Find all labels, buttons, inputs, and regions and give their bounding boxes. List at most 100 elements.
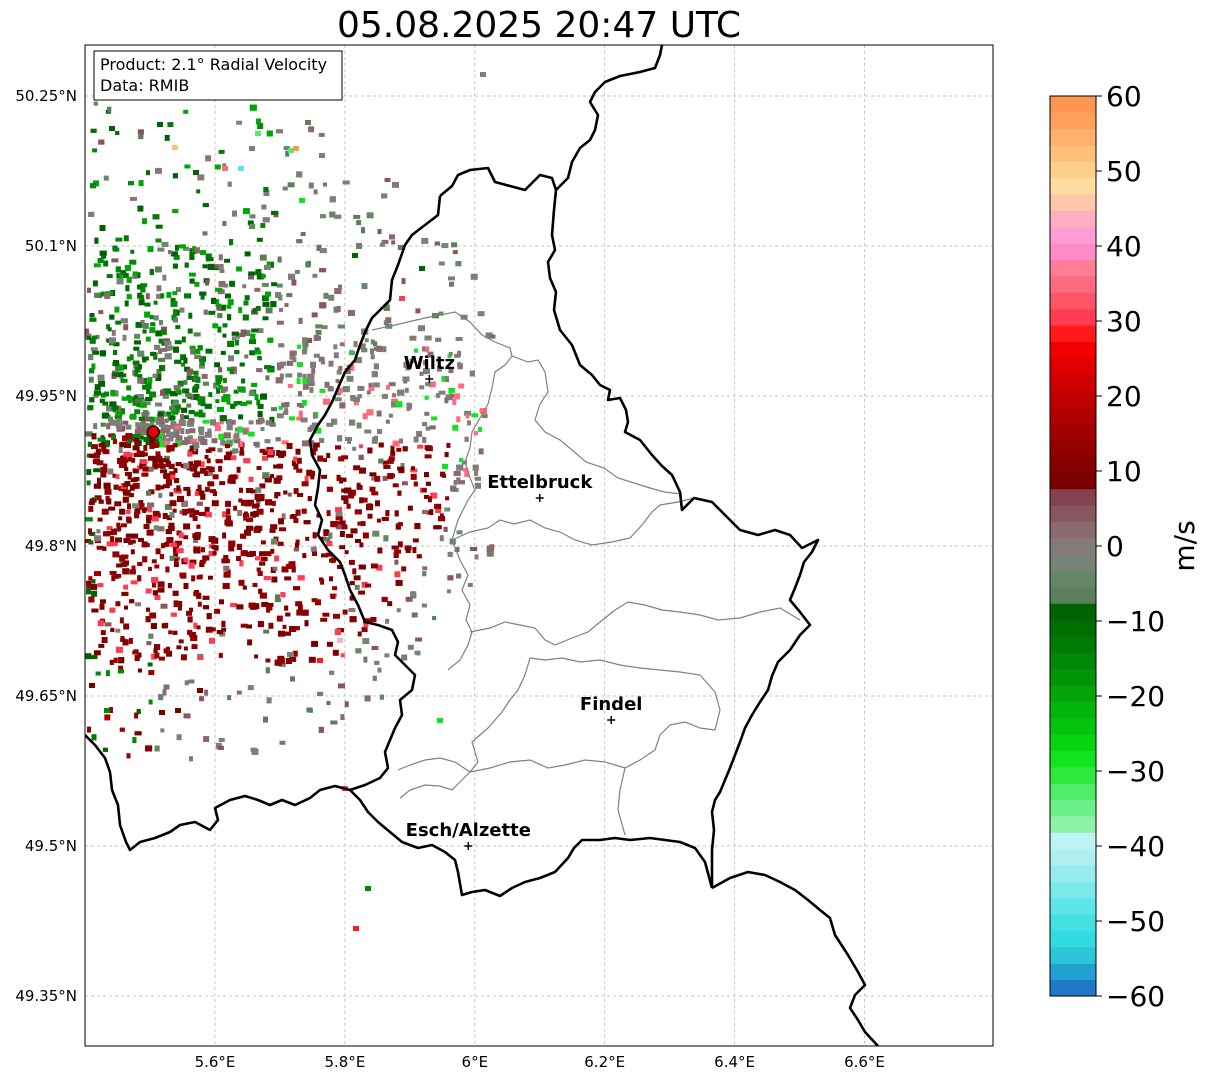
echo-pixel bbox=[109, 314, 115, 320]
echo-pixel bbox=[222, 377, 227, 383]
echo-pixel bbox=[92, 280, 98, 287]
echo-pixel bbox=[178, 639, 184, 644]
echo-pixel bbox=[106, 423, 111, 430]
echo-pixel bbox=[88, 376, 94, 383]
echo-pixel bbox=[93, 393, 99, 398]
echo-pixel bbox=[239, 487, 243, 493]
echo-pixel bbox=[92, 350, 100, 355]
echo-pixel bbox=[269, 528, 276, 533]
echo-pixel bbox=[268, 622, 274, 629]
echo-pixel bbox=[177, 380, 184, 387]
echo-pixel bbox=[254, 287, 261, 292]
echo-pixel bbox=[115, 628, 121, 633]
echo-pixel bbox=[354, 509, 362, 515]
echo-pixel bbox=[261, 295, 269, 302]
echo-pixel bbox=[101, 412, 109, 419]
echo-pixel bbox=[470, 547, 478, 551]
echo-pixel bbox=[434, 503, 442, 509]
echo-pixel bbox=[425, 426, 430, 431]
echo-pixel bbox=[115, 537, 122, 543]
echo-pixel bbox=[438, 311, 444, 316]
radar-site-marker[interactable] bbox=[146, 425, 160, 439]
echo-pixel bbox=[98, 443, 105, 448]
echo-pixel bbox=[235, 334, 240, 339]
echo-pixel bbox=[326, 422, 334, 427]
echo-pixel bbox=[183, 246, 189, 251]
echo-pixel bbox=[194, 355, 202, 359]
echo-pixel bbox=[414, 348, 418, 353]
echo-pixel bbox=[267, 261, 272, 267]
echo-pixel bbox=[93, 101, 98, 106]
lat-tick-label: 49.95°N bbox=[15, 387, 77, 405]
echo-pixel bbox=[356, 422, 362, 429]
echo-pixel bbox=[185, 429, 190, 434]
echo-pixel bbox=[190, 466, 198, 472]
echo-pixel bbox=[121, 373, 127, 378]
echo-pixel bbox=[132, 737, 137, 744]
echo-pixel bbox=[218, 367, 223, 373]
echo-pixel bbox=[122, 435, 127, 442]
echo-pixel bbox=[374, 660, 380, 665]
echo-pixel bbox=[283, 490, 288, 495]
echo-pixel bbox=[392, 181, 399, 188]
echo-pixel bbox=[214, 164, 221, 170]
echo-pixel bbox=[166, 291, 172, 298]
echo-pixel bbox=[262, 217, 270, 223]
echo-pixel bbox=[134, 433, 142, 438]
echo-pixel bbox=[486, 550, 494, 557]
echo-pixel bbox=[259, 254, 267, 261]
echo-pixel bbox=[146, 466, 154, 472]
echo-pixel bbox=[205, 155, 212, 162]
echo-pixel bbox=[229, 478, 236, 484]
echo-pixel bbox=[192, 370, 199, 375]
echo-pixel bbox=[122, 639, 129, 646]
echo-pixel bbox=[304, 475, 309, 482]
echo-pixel bbox=[407, 644, 414, 650]
echo-pixel bbox=[361, 497, 368, 503]
echo-pixel bbox=[175, 325, 181, 330]
echo-pixel bbox=[362, 638, 370, 645]
echo-pixel bbox=[152, 459, 158, 466]
echo-pixel bbox=[256, 399, 261, 406]
echo-pixel bbox=[433, 525, 441, 530]
echo-pixel bbox=[229, 369, 234, 375]
echo-pixel bbox=[183, 462, 190, 469]
echo-pixel bbox=[138, 299, 145, 306]
echo-pixel bbox=[238, 307, 243, 314]
echo-pixel bbox=[104, 714, 111, 721]
echo-pixel bbox=[138, 500, 144, 506]
echo-pixel bbox=[225, 500, 231, 507]
echo-pixel bbox=[145, 745, 153, 752]
echo-pixel bbox=[88, 354, 94, 361]
echo-pixel bbox=[124, 300, 129, 307]
echo-pixel bbox=[101, 254, 107, 259]
echo-pixel bbox=[125, 424, 132, 430]
echo-pixel bbox=[183, 486, 191, 491]
echo-pixel bbox=[167, 122, 174, 128]
echo-pixel bbox=[133, 649, 139, 655]
echo-pixel bbox=[331, 418, 338, 425]
echo-pixel bbox=[407, 505, 413, 511]
echo-pixel bbox=[166, 515, 172, 521]
echo-pixel bbox=[358, 454, 364, 460]
echo-pixel bbox=[149, 315, 154, 320]
echo-pixel bbox=[102, 546, 107, 551]
echo-pixel bbox=[293, 456, 298, 462]
echo-pixel bbox=[163, 411, 168, 417]
echo-pixel bbox=[239, 440, 244, 447]
border-belgium-luxembourg bbox=[439, 166, 820, 888]
echo-pixel bbox=[282, 624, 287, 629]
echo-pixel bbox=[393, 552, 399, 558]
echo-pixel bbox=[411, 466, 415, 471]
echo-pixel bbox=[382, 346, 387, 353]
echo-pixel bbox=[108, 506, 116, 511]
echo-pixel bbox=[133, 477, 140, 481]
echo-pixel bbox=[265, 499, 273, 506]
echo-pixel bbox=[310, 361, 316, 368]
echo-pixel bbox=[376, 518, 381, 523]
canton-boundary bbox=[399, 771, 471, 799]
echo-pixel bbox=[388, 456, 395, 462]
echo-pixel bbox=[233, 505, 238, 511]
echo-pixel bbox=[186, 403, 192, 408]
